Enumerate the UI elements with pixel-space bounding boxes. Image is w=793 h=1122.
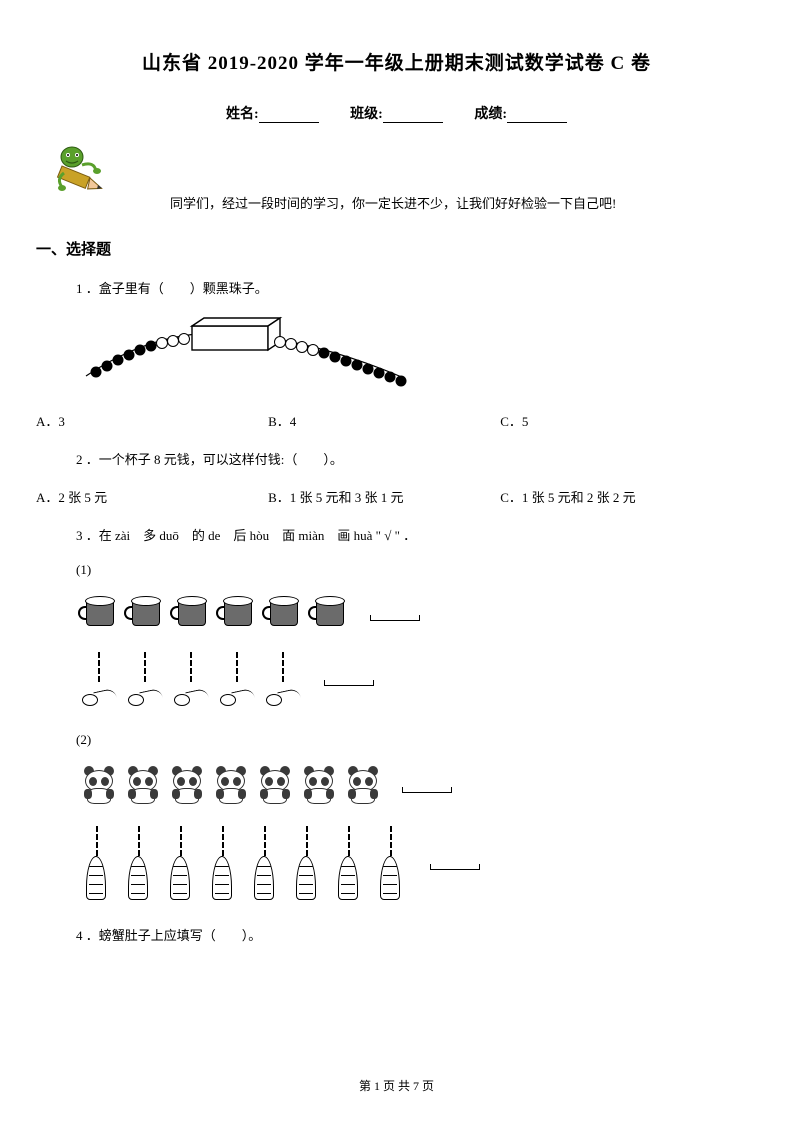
score-blank[interactable] [507, 109, 567, 123]
q1-option-b[interactable]: B．4 [268, 411, 500, 430]
question-2-options: A．2 张 5 元 B．1 张 5 元和 3 张 1 元 C．1 张 5 元和 … [36, 487, 733, 506]
cup-icon [126, 596, 164, 632]
spoon-icon [126, 652, 164, 706]
question-3-text: 3 ．在 zài 多 duō 的 de 后 hòu 面 miàn 画 huà "… [76, 526, 733, 547]
question-2-text: 2 ．一个杯子 8 元钱，可以这样付钱:（ ）。 [76, 450, 733, 471]
panda-icon [256, 766, 294, 806]
score-label: 成绩: [474, 107, 507, 122]
bamboo-shoot-icon [290, 826, 326, 900]
bamboo-shoot-icon [80, 826, 116, 900]
q3-spoons-row [80, 652, 733, 706]
class-label: 班级: [350, 107, 383, 122]
q2-option-a[interactable]: A．2 张 5 元 [36, 487, 268, 506]
question-1-text: 1 ．盒子里有（ ）颗黑珠子。 [76, 279, 733, 300]
beads-figure [80, 316, 733, 397]
panda-icon [80, 766, 118, 806]
panda-icon [168, 766, 206, 806]
q3-cups-row [80, 596, 733, 632]
cup-icon [310, 596, 348, 632]
panda-icon [212, 766, 250, 806]
bamboo-shoot-icon [332, 826, 368, 900]
panda-icon [300, 766, 338, 806]
spoon-icon [264, 652, 302, 706]
panda-icon [344, 766, 382, 806]
name-blank[interactable] [259, 109, 319, 123]
q3-pandas-answer-blank[interactable] [402, 779, 452, 793]
bamboo-shoot-icon [164, 826, 200, 900]
cup-icon [264, 596, 302, 632]
spoon-icon [80, 652, 118, 706]
intro-text: 同学们，经过一段时间的学习，你一定长进不少，让我们好好检验一下自己吧! [170, 193, 733, 212]
q2-option-c[interactable]: C．1 张 5 元和 2 张 2 元 [500, 487, 732, 506]
bamboo-shoot-icon [248, 826, 284, 900]
q1-option-a[interactable]: A．3 [36, 411, 268, 430]
pencil-mascot-icon [52, 143, 116, 203]
page-footer: 第 1 页 共 7 页 [0, 1077, 793, 1094]
bamboo-shoot-icon [206, 826, 242, 900]
q3-cups-answer-blank[interactable] [370, 607, 420, 621]
bamboo-shoot-icon [122, 826, 158, 900]
question-4-text: 4 ．螃蟹肚子上应填写（ ）。 [76, 926, 733, 947]
class-blank[interactable] [383, 109, 443, 123]
student-info-line: 姓名: 班级: 成绩: [60, 103, 733, 123]
spoon-icon [172, 652, 210, 706]
q3-spoons-answer-blank[interactable] [324, 672, 374, 686]
spoon-icon [218, 652, 256, 706]
q1-option-c[interactable]: C．5 [500, 411, 732, 430]
q3-shoots-row [80, 826, 733, 900]
q3-pandas-row [80, 766, 733, 806]
q3-sub2-label: (2) [76, 732, 733, 748]
cup-icon [172, 596, 210, 632]
q3-sub1-label: (1) [76, 562, 733, 578]
page-title: 山东省 2019-2020 学年一年级上册期末测试数学试卷 C 卷 [60, 48, 733, 75]
cup-icon [80, 596, 118, 632]
bamboo-shoot-icon [374, 826, 410, 900]
cup-icon [218, 596, 256, 632]
panda-icon [124, 766, 162, 806]
section-1-heading: 一、选择题 [36, 238, 733, 259]
name-label: 姓名: [226, 107, 259, 122]
question-1-options: A．3 B．4 C．5 [36, 411, 733, 430]
q3-shoots-answer-blank[interactable] [430, 856, 480, 870]
q2-option-b[interactable]: B．1 张 5 元和 3 张 1 元 [268, 487, 500, 506]
